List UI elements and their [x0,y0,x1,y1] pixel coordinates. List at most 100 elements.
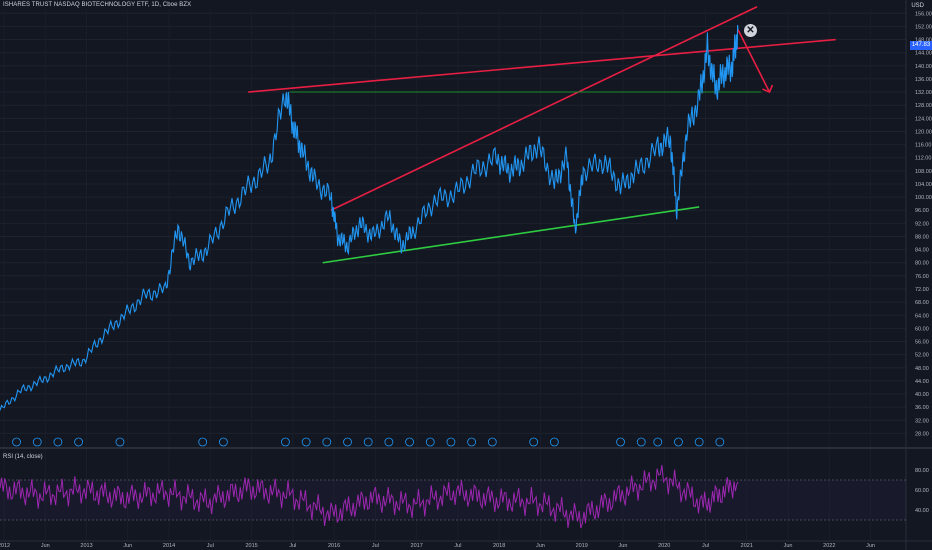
price-series [0,24,739,447]
dividend-marker [487,437,497,447]
dividend-marker [198,437,208,447]
time-tick-label: Jul [372,543,379,549]
price-tick-label: 88.00 [915,234,929,240]
time-tick-label: Jun [123,543,132,549]
dividend-marker [12,437,21,447]
resistance-line [330,5,758,211]
time-tick-label: 2022 [823,543,835,549]
time-tick-label: 2021 [741,543,753,549]
price-tick-label: 116.00 [915,143,931,149]
price-tick-label: 80.00 [915,261,929,267]
dividend-marker [301,437,311,447]
price-tick-label: 44.00 [915,379,929,385]
price-tick-label: 112.00 [915,156,931,162]
rsi-tick-label: 40.00 [915,508,929,514]
price-tick-label: 128.00 [915,103,932,109]
dividend-marker [616,437,625,447]
time-tick-label: 2014 [163,543,175,549]
price-tick-label: 48.00 [915,366,929,372]
price-tick-label: 100.00 [915,195,932,201]
time-tick-label: Jun [866,543,875,549]
time-tick-label: 2020 [658,543,670,549]
price-tick-label: 140.00 [915,64,932,70]
price-tick-label: 36.00 [915,405,929,411]
rsi-label: RSI (14, close) [3,454,43,460]
trendlines [248,5,836,264]
dividend-marker [281,437,290,447]
time-tick-label: 2012 [0,543,10,549]
time-tick-label: 2015 [245,543,257,549]
dividend-marker [653,437,663,447]
time-tick-label: Jul [289,543,296,549]
dividend-marker [405,437,414,447]
dividend-marker [467,437,477,447]
dividend-marker [32,437,42,447]
dividend-marker [549,437,559,447]
dividend-marker [53,437,63,447]
time-axis: 2012 Jun 2013 Jun 2014 Jul 2015 Jul 2016 Jul 2017 J… [0,543,875,549]
dividend-marker [363,437,373,447]
price-tick-label: 64.00 [915,313,929,319]
price-tick-label: 156.00 [915,11,932,17]
time-tick-label: 2017 [411,543,423,549]
time-tick-label: Jun [784,543,793,549]
forecast-arrow [737,29,771,93]
time-tick-label: Jun [536,543,545,549]
price-tick-label: 68.00 [915,300,929,306]
rsi-band [0,480,906,520]
dividend-marker [636,437,646,447]
price-tick-label: 72.00 [915,287,929,293]
price-tick-label: 52.00 [915,353,929,359]
price-tick-label: 28.00 [915,431,929,437]
dividend-marker [446,437,456,447]
price-tick-label: 132.00 [915,90,932,96]
time-tick-label: Jul [702,543,709,549]
forecast-arrowhead [762,84,774,94]
price-tick-label: 124.00 [915,116,932,122]
rsi-pane: 40.00 60.00 80.00 [0,464,929,529]
price-tick-label: 136.00 [915,77,932,83]
dividend-marker [715,437,725,447]
price-tick-label: 32.00 [915,418,929,424]
resistance-line [248,38,836,93]
price-tick-label: 56.00 [915,340,929,346]
price-tick-label: 152.00 [915,24,932,30]
dividend-marker [343,437,352,447]
last-price-tag: 147.83 [910,41,932,50]
time-tick-label: Jul [207,543,214,549]
price-tick-label: 144.00 [915,51,932,57]
price-tick-label: 108.00 [915,169,932,175]
price-tick-label: 104.00 [915,182,932,188]
rsi-tick-label: 60.00 [915,488,929,494]
time-tick-label: 2016 [328,543,340,549]
time-tick-label: Jun [41,543,50,549]
price-axis: 28.00 32.00 36.00 40.00 44.00 48.00 52.00 56.00… [915,11,932,437]
dividend-marker [384,437,394,447]
time-tick-label: Jun [619,543,628,549]
price-tick-label: 76.00 [915,274,929,280]
time-tick-label: 2019 [576,543,588,549]
price-line [0,24,739,411]
price-tick-label: 60.00 [915,326,929,332]
price-tick-label: 92.00 [915,221,929,227]
time-tick-label: 2013 [80,543,92,549]
time-tick-label: 2018 [493,543,505,549]
dividend-marker [694,437,704,447]
dividend-marker [74,437,84,447]
rsi-line [0,464,739,529]
time-tick-label: Jul [454,543,461,549]
price-tick-label: 96.00 [915,208,929,214]
dividend-marker [115,437,125,447]
close-icon[interactable]: ✕ [744,24,757,37]
price-tick-label: 120.00 [915,129,932,135]
dividend-marker [322,437,332,447]
currency-label: USD [911,3,924,9]
price-tick-label: 40.00 [915,392,929,398]
dividend-marker [674,437,683,447]
dividend-marker [425,437,435,447]
support-line [322,206,700,264]
dividend-marker [218,437,228,447]
price-tick-label: 84.00 [915,248,929,254]
